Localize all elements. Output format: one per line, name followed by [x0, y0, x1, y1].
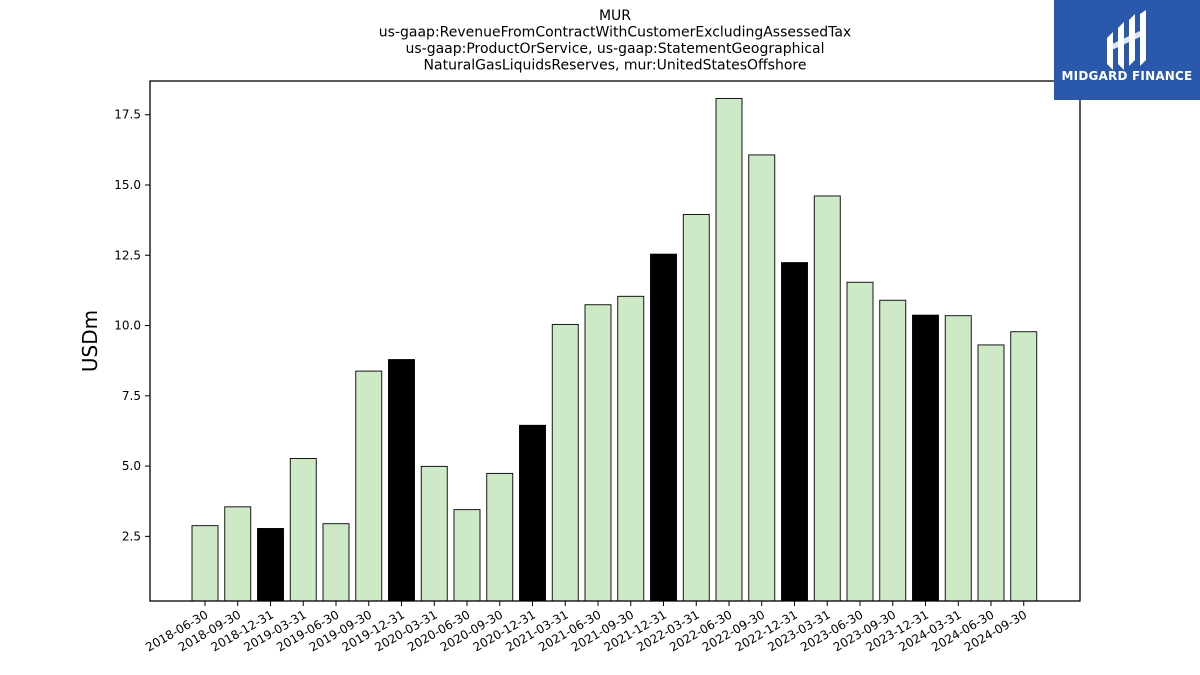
y-tick-label: 15.0 [114, 178, 141, 192]
bar-2021-09-30 [617, 295, 645, 602]
bar-2020-09-30 [486, 472, 514, 602]
bar-2020-03-31 [420, 465, 448, 602]
brand-name: MIDGARD FINANCE [1061, 69, 1193, 83]
y-tick-label: 5.0 [122, 459, 141, 473]
y-tick-label: 12.5 [114, 248, 141, 262]
bar-2024-09-30 [1010, 331, 1038, 602]
bar-2024-06-30 [977, 344, 1005, 602]
brand-logo: MIDGARD FINANCE [1054, 0, 1200, 100]
bar-2022-09-30 [748, 154, 776, 602]
y-axis-label: USDm [78, 310, 102, 372]
bar-2020-12-31 [519, 424, 546, 602]
chart-title-line: NaturalGasLiquidsReserves, mur:UnitedSta… [424, 58, 807, 74]
bar-2021-12-31 [650, 253, 677, 602]
bar-2022-03-31 [682, 214, 710, 602]
y-tick-label: 17.5 [114, 108, 141, 122]
bar-2021-03-31 [551, 323, 579, 602]
midgard-logo-icon [1107, 10, 1146, 70]
chart-title: MURus-gaap:RevenueFromContractWithCustom… [379, 8, 851, 74]
bar-2019-09-30 [355, 370, 383, 602]
bar-2024-03-31 [944, 315, 972, 602]
bar-2019-06-30 [322, 523, 350, 602]
bar-2022-12-31 [781, 262, 808, 602]
bars [191, 97, 1038, 602]
y-tick-label: 10.0 [114, 319, 141, 333]
bar-2018-12-31 [257, 528, 284, 602]
bar-2023-03-31 [813, 195, 841, 602]
chart-title-line: MUR [599, 8, 631, 24]
bar-2021-06-30 [584, 304, 612, 602]
bar-2019-03-31 [289, 458, 317, 602]
y-axis: 2.5 5.0 7.5 10.0 12.5 15.0 17.5 [114, 108, 150, 543]
bar-2019-12-31 [388, 359, 415, 602]
chart-title-line: us-gaap:ProductOrService, us-gaap:Statem… [405, 41, 824, 57]
bar-2020-06-30 [453, 509, 481, 602]
chart-title-line: us-gaap:RevenueFromContractWithCustomerE… [379, 25, 851, 41]
bar-2023-09-30 [879, 299, 907, 602]
bar-2023-06-30 [846, 281, 874, 602]
y-tick-label: 2.5 [122, 529, 141, 543]
x-axis: 2018-06-302018-09-302018-12-312019-03-31… [143, 601, 1029, 654]
bar-2018-09-30 [224, 506, 252, 602]
y-tick-label: 7.5 [122, 389, 141, 403]
plot-frame [149, 80, 1081, 602]
bar-2022-06-30 [715, 97, 743, 602]
bar-2023-12-31 [912, 314, 939, 602]
bar-2018-06-30 [191, 525, 219, 602]
